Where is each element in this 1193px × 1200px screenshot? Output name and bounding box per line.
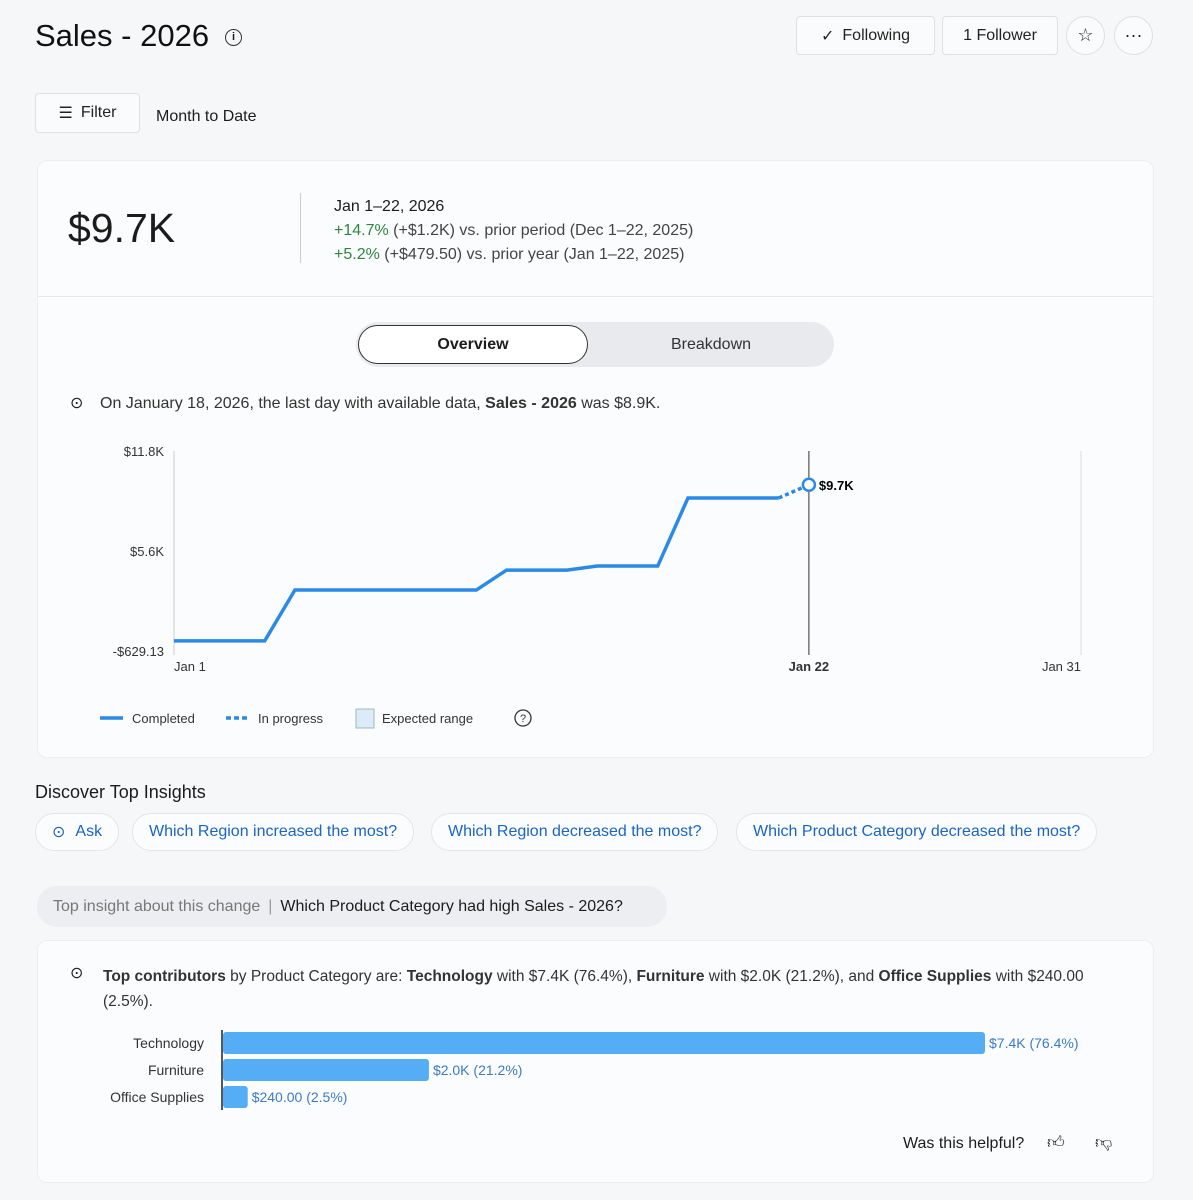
star-icon[interactable]: ☆ (1066, 16, 1105, 55)
thumbs-up-icon[interactable]: 👍︎ (1047, 1133, 1065, 1152)
kpi-change-prior-period: +14.7% (+$1.2K) vs. prior period (Dec 1–… (334, 222, 694, 239)
bar-category-label: Furniture (148, 1062, 204, 1078)
check-icon: ✓ (821, 27, 835, 45)
bar (223, 1059, 429, 1081)
top-insight-text: Top contributors by Product Category are… (103, 968, 1084, 1010)
completed-series-line (174, 496, 779, 643)
x-tick-label: Jan 1 (174, 659, 206, 674)
date-range: Month to Date (156, 108, 257, 125)
ask-button[interactable]: ⊙ Ask (35, 813, 120, 851)
help-icon (514, 709, 532, 727)
page-title: Sales - 2026 (35, 18, 210, 53)
followers-button[interactable]: 1 Follower (942, 16, 1058, 55)
y-tick-label: -$629.13 (113, 644, 164, 659)
more-icon[interactable]: ··· (1114, 16, 1153, 55)
x-tick-label: Jan 22 (789, 659, 829, 674)
y-tick-label: $5.6K (130, 544, 164, 559)
thumbs-down-icon[interactable]: 👎︎ (1095, 1133, 1113, 1152)
legend-completed-label: Completed (132, 711, 195, 726)
bar-value-label: $2.0K (21.2%) (433, 1062, 522, 1078)
insight-chip[interactable]: Which Region increased the most? (132, 813, 415, 851)
filter-label: Filter (80, 104, 117, 121)
helpful-prompt: Was this helpful? (903, 1135, 1025, 1152)
current-point (801, 477, 817, 493)
help-icon-glyph: ? (520, 713, 526, 725)
insights-heading: Discover Top Insights (35, 782, 206, 802)
current-value-label: $9.7K (819, 478, 854, 493)
insight-chip[interactable]: Which Region decreased the most? (431, 813, 719, 851)
followers-label: 1 Follower (963, 26, 1037, 44)
bar-category-label: Office Supplies (110, 1089, 204, 1105)
kpi-value: $9.7K (68, 205, 176, 251)
divider (300, 193, 301, 263)
line-chart: $11.8K $5.6K -$629.13 Jan 1 Jan 22 Jan 31 $9.7… (100, 444, 1082, 729)
kpi-card (37, 160, 1154, 758)
insight-chip[interactable]: Which Product Category decreased the mos… (736, 813, 1098, 851)
in-progress-series-line (777, 483, 810, 500)
legend-in-progress-label: In progress (258, 711, 324, 726)
bar-chart: Technology $7.4K (76.4%) Furniture $2.0K (2… (110, 1030, 1079, 1110)
divider (38, 296, 1153, 297)
filter-button[interactable]: ☰ Filter (35, 93, 140, 133)
kpi-change-prior-year: +5.2% (+$479.50) vs. prior year (Jan 1–2… (334, 246, 685, 263)
y-tick-label: $11.8K (124, 444, 165, 459)
lightbulb-icon: ⊙ (70, 965, 84, 982)
legend-expected-range-label: Expected range (382, 711, 473, 726)
bar-value-label: $240.00 (2.5%) (252, 1089, 348, 1105)
legend-expected-range-swatch (355, 708, 375, 729)
tab-overview[interactable]: Overview (358, 325, 588, 364)
x-tick-label: Jan 31 (1042, 659, 1081, 674)
following-button[interactable]: ✓ Following (796, 16, 935, 55)
tab-breakdown[interactable]: Breakdown (670, 335, 752, 353)
bar (223, 1032, 985, 1054)
top-insight-header: Top insight about this change | Which Prod… (37, 886, 667, 927)
lightbulb-icon: ⊙ (52, 824, 66, 841)
chart-summary: On January 18, 2026, the last day with a… (100, 395, 661, 412)
info-icon[interactable]: i (225, 29, 242, 46)
bar-category-label: Technology (133, 1035, 204, 1051)
kpi-period: Jan 1–22, 2026 (334, 198, 445, 215)
bar (223, 1086, 248, 1108)
bar-value-label: $7.4K (76.4%) (989, 1035, 1079, 1051)
sliders-icon: ☰ (58, 105, 73, 122)
following-label: Following (842, 26, 910, 44)
insight-lightbulb-icon: ⊙ (70, 395, 84, 412)
